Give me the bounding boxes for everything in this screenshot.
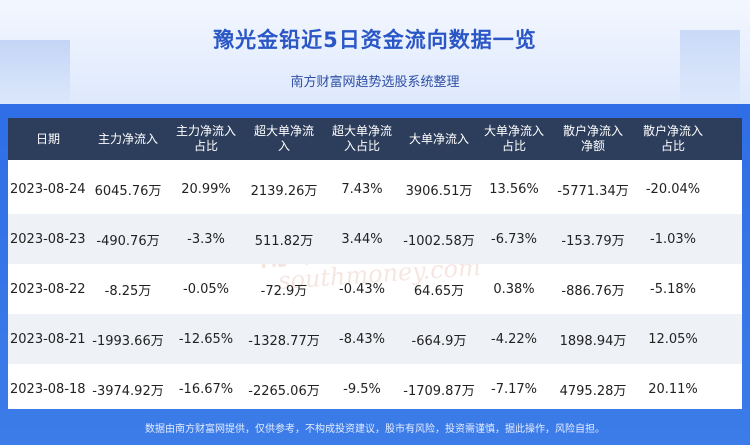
cell-date: 2023-08-22	[10, 281, 86, 297]
table-cell: 3906.51万	[405, 183, 473, 199]
table-cell: 12.05%	[648, 331, 698, 347]
table-cell: -8.25万	[104, 283, 152, 299]
table-cell: -12.65%	[178, 331, 234, 347]
column-header: 散户净流入 净额	[562, 124, 623, 153]
table-cell: 1898.94万	[559, 333, 627, 349]
table-cell: -1.03%	[650, 231, 696, 247]
column-header: 散户净流入 占比	[642, 124, 703, 153]
table-cell: 3.44%	[341, 231, 383, 247]
column-header: 大单净流入	[408, 131, 469, 146]
cell-date: 2023-08-18	[10, 381, 86, 397]
table-cell: -16.67%	[178, 381, 234, 397]
table-cell: -5.18%	[650, 281, 696, 297]
table-cell: -664.9万	[411, 333, 467, 349]
decoration	[0, 40, 70, 110]
page-subtitle: 南方财富网趋势选股系统整理	[290, 75, 460, 90]
table-header: 日期 主力净流入 主力净流入 占比 超大单净流 入 超大单净流 入占比 大单净流…	[8, 118, 742, 160]
table-cell: -5771.34万	[557, 183, 629, 199]
table-row: 2023-08-22 -8.25万 -0.05% -72.9万 -0.43% 6…	[8, 264, 742, 314]
table-cell: -0.43%	[339, 281, 385, 297]
page-title: 豫光金铅近5日资金流向数据一览	[213, 28, 537, 52]
cell-date: 2023-08-23	[10, 231, 86, 247]
cell-date: 2023-08-21	[10, 331, 86, 347]
table-cell: 6045.76万	[94, 183, 162, 199]
column-header: 超大单净流 入	[253, 124, 314, 153]
table-cell: -7.17%	[491, 381, 537, 397]
table-cell: 511.82万	[254, 233, 314, 249]
table-cell: -0.05%	[183, 281, 229, 297]
data-table: 日期 主力净流入 主力净流入 占比 超大单净流 入 超大单净流 入占比 大单净流…	[8, 118, 742, 409]
footer-disclaimer: 数据由南方财富网提供，仅供参考，不构成投资建议，股市有风险，投资需谨慎，据此操作…	[145, 424, 605, 435]
table-row: 2023-08-24 6045.76万 20.99% 2139.26万 7.43…	[8, 164, 742, 214]
table-cell: 2139.26万	[250, 183, 318, 199]
table-cell: 64.65万	[413, 283, 465, 299]
table-cell: -1709.87万	[403, 383, 475, 399]
table-cell: -3974.92万	[92, 383, 164, 399]
table-cell: -3.3%	[187, 231, 225, 247]
table-cell: 4795.28万	[559, 383, 627, 399]
table-cell: -9.5%	[343, 381, 381, 397]
table-cell: -153.79万	[561, 233, 625, 249]
table-cell: -1328.77万	[248, 333, 320, 349]
table-row: 2023-08-21 -1993.66万 -12.65% -1328.77万 -…	[8, 314, 742, 364]
header-area	[0, 0, 750, 110]
table-cell: -886.76万	[561, 283, 625, 299]
table-cell: -4.22%	[491, 331, 537, 347]
column-header-date: 日期	[35, 131, 60, 146]
table-cell: -8.43%	[339, 331, 385, 347]
column-header: 超大单净流 入占比	[331, 124, 392, 153]
table-cell: -72.9万	[260, 283, 308, 299]
table-cell: -490.76万	[96, 233, 160, 249]
table-cell: 7.43%	[341, 181, 383, 197]
cell-date: 2023-08-24	[10, 181, 86, 197]
decoration	[680, 30, 740, 110]
table-cell: -6.73%	[491, 231, 537, 247]
table-cell: -2265.06万	[248, 383, 320, 399]
table-cell: -1002.58万	[403, 233, 475, 249]
table-cell: 20.99%	[181, 181, 231, 197]
table-cell: 13.56%	[489, 181, 539, 197]
table-row: 2023-08-23 -490.76万 -3.3% 511.82万 3.44% …	[8, 214, 742, 264]
table-cell: -20.04%	[645, 181, 701, 197]
column-header: 主力净流入 占比	[175, 124, 236, 153]
table-cell: -1993.66万	[92, 333, 164, 349]
table-cell: 0.38%	[493, 281, 535, 297]
column-header: 主力净流入	[97, 131, 158, 146]
column-header: 大单净流入 占比	[483, 124, 544, 153]
table-cell: 20.11%	[648, 381, 698, 397]
table-row: 2023-08-18 -3974.92万 -16.67% -2265.06万 -…	[8, 364, 742, 409]
